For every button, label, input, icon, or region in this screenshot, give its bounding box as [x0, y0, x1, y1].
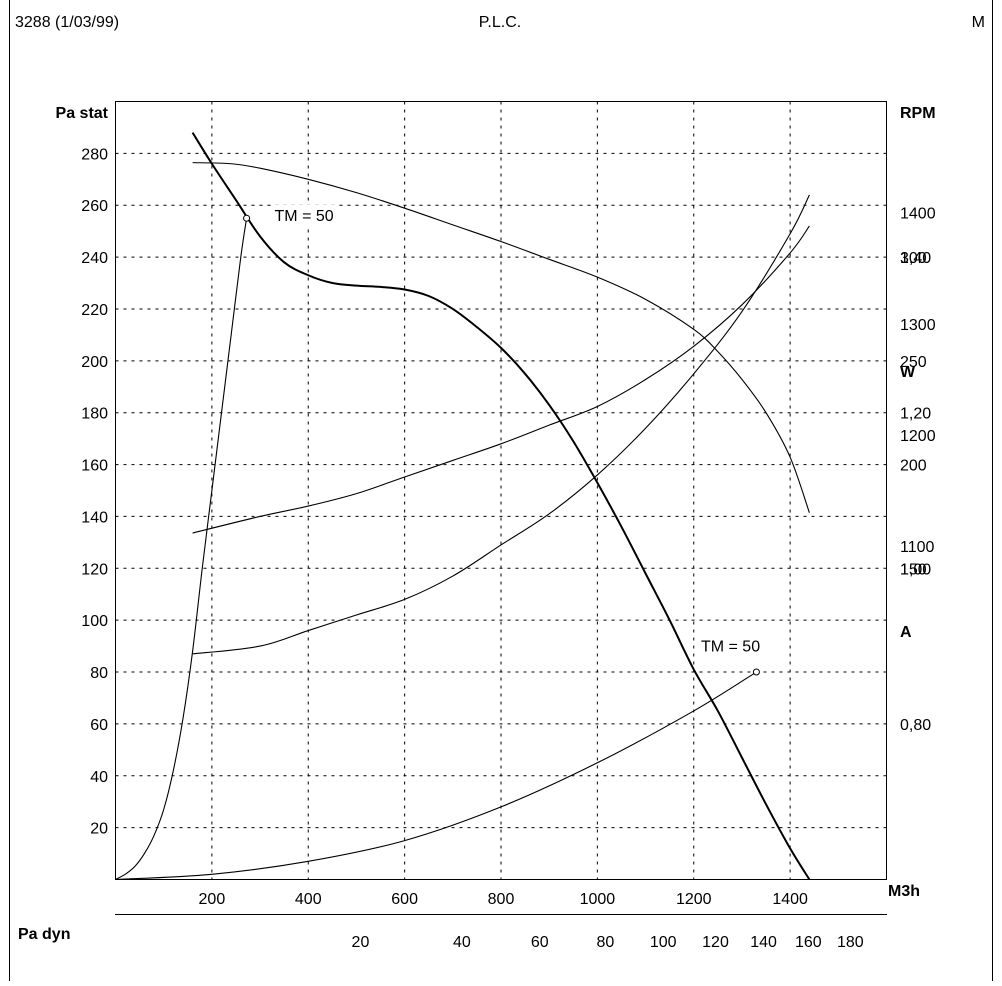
annotation-background	[270, 204, 338, 227]
pa-dyn-tick-label: 160	[795, 934, 822, 951]
header-model: P.L.C.	[479, 14, 521, 31]
y-tick-label: 40	[90, 769, 108, 786]
series-line-speed	[192, 162, 810, 513]
right-axis-title-w: W	[900, 364, 916, 381]
operating-point-marker	[243, 214, 251, 222]
annotation-background	[696, 635, 765, 658]
grid	[115, 101, 887, 880]
annotation-label: TM = 50	[701, 638, 760, 655]
y-tick-label: 160	[81, 458, 108, 475]
y-tick-label: 240	[81, 250, 108, 267]
x-axis-title: M3h	[888, 883, 920, 900]
right-tick-label-w: 300	[900, 250, 927, 267]
y-tick-label: 60	[90, 717, 108, 734]
right-tick-label-rpm: 1100	[900, 539, 935, 556]
pa-dyn-tick-label: 180	[837, 934, 864, 951]
x-tick-label: 600	[391, 891, 418, 908]
right-tick-label-a: 1,40	[900, 250, 931, 267]
right-tick-label-rpm: 1200	[900, 428, 936, 445]
y-tick-label: 200	[81, 354, 108, 371]
series-line-installation-curve-tm-50-lower	[115, 671, 757, 881]
series-line-power	[192, 225, 810, 534]
x-tick-label: 800	[488, 891, 515, 908]
plot-frame	[115, 101, 887, 880]
y-tick-label: 20	[90, 821, 108, 838]
y-tick-label: 260	[81, 198, 108, 215]
series-line-static-pressure	[191, 132, 811, 881]
right-tick-label-a: 1,20	[900, 406, 931, 423]
tick-labels: 200 400 600 800 1000 1200 1400 20 40 60 80 100 120 14…	[81, 146, 935, 951]
header-mark: M	[972, 14, 985, 31]
right-tick-label-w: 200	[900, 458, 927, 475]
right-axis-title-rpm: RPM	[900, 105, 936, 122]
y-tick-label: 80	[90, 665, 108, 682]
right-tick-label-w: 250	[900, 354, 927, 371]
pa-dyn-tick-label: 20	[352, 934, 370, 951]
right-tick-label-a: 1,00	[900, 561, 931, 578]
x-tick-label: 400	[295, 891, 322, 908]
pa-dyn-tick-label: 140	[750, 934, 777, 951]
series	[115, 132, 811, 881]
x-tick-label: 200	[199, 891, 226, 908]
y-tick-label: 140	[81, 509, 108, 526]
y-axis-title: Pa stat	[56, 105, 109, 122]
annotations: TM = 50 TM = 50	[243, 204, 765, 676]
pa-dyn-tick-label: 120	[702, 934, 729, 951]
pa-dyn-tick-label: 40	[453, 934, 471, 951]
right-tick-label-a: 0,80	[900, 717, 931, 734]
pa-dyn-tick-label: 60	[531, 934, 549, 951]
header-code: 3288 (1/03/99)	[15, 14, 119, 31]
secondary-x-axis-title: Pa dyn	[18, 926, 70, 943]
operating-point-marker	[752, 668, 760, 676]
right-tick-label-w: 150	[900, 561, 927, 578]
series-line-installation-curve-tm-50-upper	[115, 218, 248, 880]
right-axis-title-a: A	[900, 624, 912, 641]
x-tick-label: 1200	[676, 891, 712, 908]
annotation-label: TM = 50	[275, 208, 334, 225]
pa-dyn-tick-label: 80	[597, 934, 615, 951]
right-tick-label-rpm: 1300	[900, 317, 936, 334]
y-tick-label: 280	[81, 146, 108, 163]
y-tick-label: 120	[81, 561, 108, 578]
y-tick-label: 100	[81, 613, 108, 630]
right-tick-label-rpm: 1400	[900, 206, 936, 223]
x-tick-label: 1000	[580, 891, 616, 908]
pa-dyn-tick-label: 100	[650, 934, 677, 951]
y-tick-label: 220	[81, 302, 108, 319]
x-tick-label: 1400	[772, 891, 808, 908]
y-tick-label: 180	[81, 406, 108, 423]
series-line-current	[192, 194, 810, 655]
